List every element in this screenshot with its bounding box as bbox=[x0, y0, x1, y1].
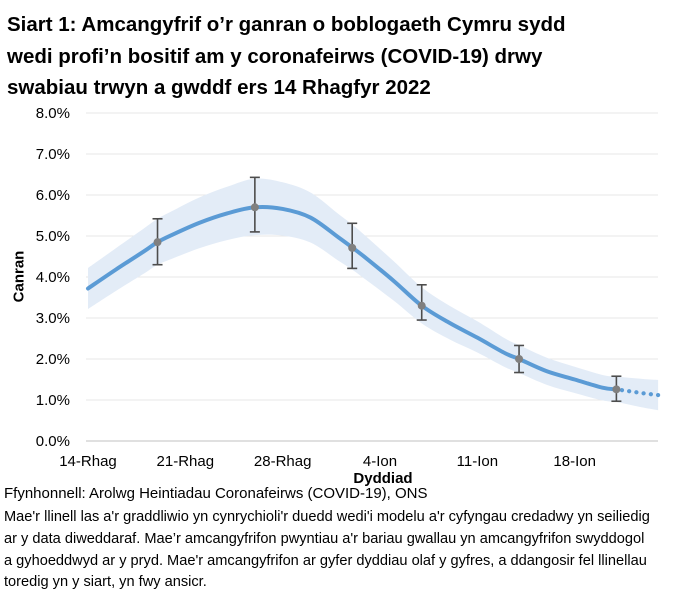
methodology-note-line-2: ar y data diweddaraf. Mae’r amcangyfrifo… bbox=[4, 530, 645, 547]
methodology-note-line-1: Mae'r llinell las a'r graddliwio yn cynr… bbox=[4, 509, 650, 525]
y-tick-label: 7.0% bbox=[36, 146, 70, 163]
data-point-marker bbox=[515, 355, 524, 363]
chart-title-line-2: wedi profi’n bositif am y coronafeirws (… bbox=[7, 44, 543, 68]
y-tick-label: 0.0% bbox=[36, 433, 70, 450]
y-tick-label: 8.0% bbox=[36, 105, 70, 122]
chart-title-line-3: swabiau trwyn a gwddf ers 14 Rhagfyr 202… bbox=[7, 76, 431, 99]
x-tick-label: 4-Ion bbox=[363, 453, 397, 470]
y-tick-label: 1.0% bbox=[36, 392, 70, 409]
methodology-note: Mae'r llinell las a'r graddliwio yn cynr… bbox=[4, 507, 650, 594]
y-axis-title: Canran bbox=[10, 250, 28, 303]
source-note: Ffynhonnell: Arolwg Heintiadau Coronafei… bbox=[4, 485, 428, 502]
trend-line-dotted bbox=[619, 388, 661, 398]
y-tick-label: 6.0% bbox=[36, 187, 70, 204]
x-axis-title: Dyddiad bbox=[353, 470, 413, 487]
x-tick-label: 14-Rhag bbox=[59, 453, 117, 470]
confidence-band bbox=[88, 178, 659, 411]
chart-title: Siart 1: Amcangyfrif o’r ganran o boblog… bbox=[7, 9, 695, 104]
x-tick-label: 18-Ion bbox=[553, 453, 596, 470]
data-point-marker bbox=[153, 238, 162, 247]
chart-title-line-1: Siart 1: Amcangyfrif o’r ganran o boblog… bbox=[7, 13, 566, 36]
data-point-marker bbox=[348, 243, 357, 252]
x-tick-label: 28-Rhag bbox=[254, 453, 312, 470]
methodology-note-line-4: toredig yn y siart, yn fwy ansicr. bbox=[4, 574, 207, 591]
y-tick-label: 3.0% bbox=[36, 310, 70, 327]
x-tick-label: 11-Ion bbox=[457, 453, 498, 470]
data-point-marker bbox=[612, 385, 621, 394]
methodology-note-line-3: a gyhoeddwyd ar y pryd. Mae'r amcangyfri… bbox=[4, 552, 647, 569]
data-point-marker bbox=[250, 203, 259, 212]
y-tick-label: 5.0% bbox=[36, 228, 70, 245]
x-tick-label: 21-Rhag bbox=[157, 453, 215, 470]
data-point-marker bbox=[417, 301, 426, 310]
y-tick-label: 4.0% bbox=[36, 269, 70, 286]
y-tick-label: 2.0% bbox=[36, 351, 70, 368]
